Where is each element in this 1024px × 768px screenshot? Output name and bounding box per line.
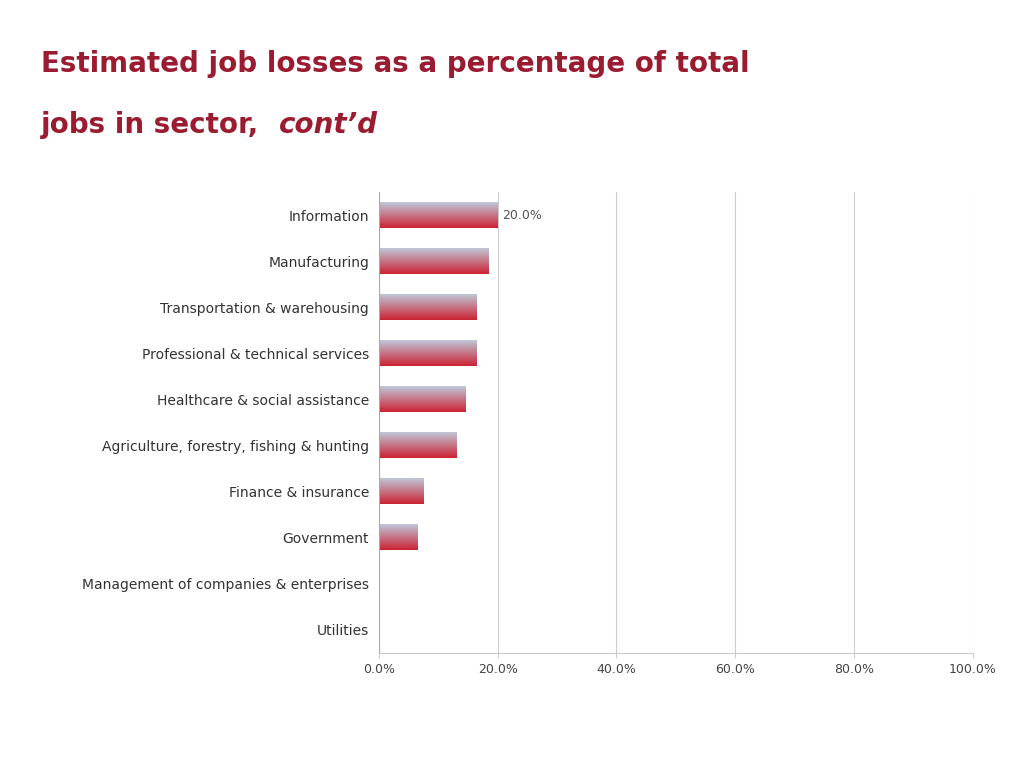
Text: Estimated job losses as a percentage of total: Estimated job losses as a percentage of …: [41, 50, 750, 78]
Text: EASTERN: EASTERN: [814, 706, 936, 730]
Text: jobs in sector,: jobs in sector,: [41, 111, 269, 139]
Text: cont’d: cont’d: [279, 111, 378, 139]
Text: WASHINGTON UNIVERSITY: WASHINGTON UNIVERSITY: [814, 743, 932, 753]
Text: 20.0%: 20.0%: [503, 209, 543, 221]
Text: ★: ★: [756, 709, 791, 746]
